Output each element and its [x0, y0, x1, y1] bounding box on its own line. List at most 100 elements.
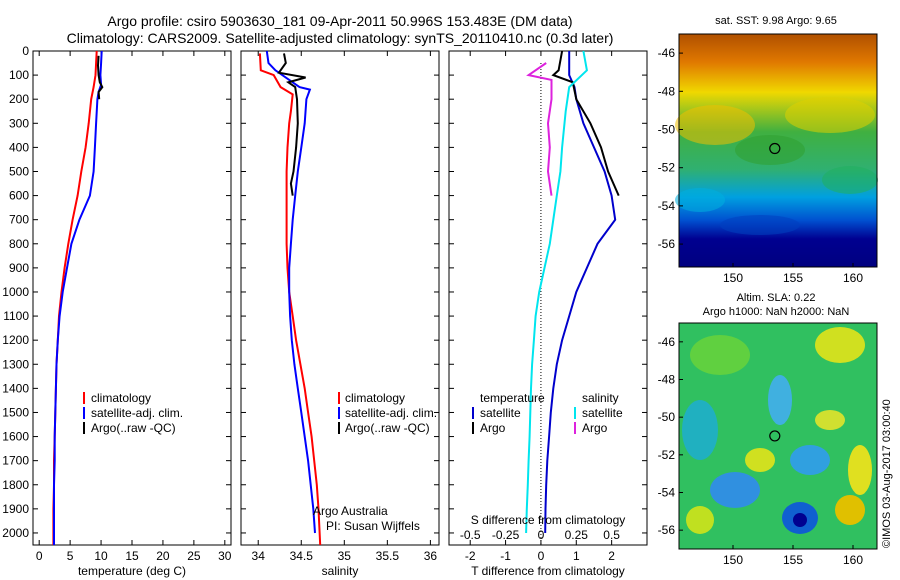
sla-texture-blob — [710, 472, 760, 508]
series-line — [96, 55, 104, 100]
legend-sal-satellite-label: satellite — [582, 406, 623, 420]
sla-map-title-1: Altim. SLA: 0.22 — [737, 292, 816, 304]
y-tick-label: 1100 — [3, 309, 29, 323]
sla-texture-blob — [835, 495, 865, 525]
s-tick-label: 0.25 — [565, 528, 589, 542]
temperature-lines — [52, 50, 104, 545]
institution-label: Argo Australia — [313, 504, 388, 518]
y-tick-label: -48 — [658, 84, 676, 98]
x-tick-label: 0 — [538, 549, 545, 563]
sst-map-y-ticks: -46 -48 -50 -52 -54 -56 — [658, 46, 683, 251]
x-tick-label: 35.5 — [376, 549, 400, 563]
sla-map-title-2: Argo h1000: NaN h2000: NaN — [703, 306, 850, 318]
sst-texture-blob — [720, 215, 800, 235]
y-tick-label: 500 — [9, 164, 29, 178]
y-tick-label: -54 — [658, 199, 676, 213]
series-line — [277, 53, 306, 196]
y-tick-label: 800 — [9, 237, 29, 251]
sst-texture-blob — [785, 97, 875, 133]
y-tick-label: 1300 — [2, 357, 29, 371]
legend-sal-argo-label: Argo — [582, 421, 608, 435]
x-tick-label: 150 — [723, 553, 743, 567]
sst-texture-blob — [822, 166, 878, 194]
sla-texture-blob — [690, 335, 750, 375]
temperature-y-ticks: 0 100 200 300 400 500 600 700 800 900 1000 1100 1200… — [2, 44, 231, 540]
sla-texture-blob — [745, 448, 775, 472]
y-tick-label: 600 — [9, 189, 29, 203]
sla-map-x-ticks: 150 155 160 — [723, 545, 863, 567]
x-tick-label: 0 — [36, 549, 43, 563]
temperature-axes — [32, 50, 232, 546]
series-line — [551, 50, 620, 197]
series-line — [526, 62, 553, 196]
y-tick-label: 1200 — [2, 333, 29, 347]
sst-texture-blob — [675, 105, 755, 145]
sst-map-x-ticks: 150 155 160 — [723, 263, 863, 285]
sst-map-texture — [675, 97, 878, 235]
legend-salinity-title: salinity — [582, 391, 619, 405]
y-tick-label: 700 — [9, 213, 29, 227]
y-tick-label: -46 — [658, 46, 676, 60]
series-line — [525, 50, 588, 534]
y-tick-label: -54 — [658, 486, 676, 500]
s-tick-label: -0.25 — [492, 528, 520, 542]
sla-map-frame — [678, 322, 878, 550]
y-tick-label: 200 — [9, 92, 29, 106]
difference-s-label: S difference from climatology — [471, 513, 626, 527]
legend-satellite-label: satellite-adj. clim. — [345, 406, 437, 420]
y-tick-label: -50 — [658, 122, 676, 136]
difference-panel: -2 -1 0 1 2 -0.5 -0.25 0 0.25 0.5 T difference f… — [448, 50, 648, 578]
sla-map-panel: Altim. SLA: 0.22 Argo h1000: NaN h2000: … — [658, 292, 893, 567]
y-tick-label: -50 — [658, 410, 676, 424]
y-tick-label: 2000 — [2, 526, 29, 540]
sst-map-panel: sat. SST: 9.98 Argo: 9.65 -46 -48 -50 -52 -5… — [658, 15, 878, 285]
pi-label: PI: Susan Wijffels — [326, 519, 420, 533]
x-tick-label: 36 — [424, 549, 438, 563]
x-tick-label: 160 — [843, 553, 863, 567]
difference-xlabel: T difference from climatology — [471, 564, 625, 578]
s-tick-label: 0.5 — [603, 528, 620, 542]
temperature-x-ticks: 0 5 10 15 20 25 30 — [36, 51, 232, 563]
x-tick-label: 1 — [573, 549, 580, 563]
sla-texture-blob — [848, 445, 872, 495]
x-tick-label: 15 — [125, 549, 139, 563]
sla-texture-blob — [790, 445, 830, 475]
sla-texture-blob — [815, 327, 865, 363]
x-tick-label: 20 — [156, 549, 170, 563]
sla-texture-blob — [815, 410, 845, 430]
y-tick-label: -48 — [658, 373, 676, 387]
sla-texture-blob — [793, 513, 807, 527]
salinity-x-ticks: 34 34.5 35 35.5 36 — [252, 51, 438, 563]
salinity-panel: 34 34.5 35 35.5 36 salinity climatology sate… — [240, 50, 440, 578]
y-tick-label: -56 — [658, 523, 676, 537]
salinity-axes — [240, 50, 440, 546]
sla-map-y-ticks: -46 -48 -50 -52 -54 -56 — [658, 335, 683, 537]
x-tick-label: -1 — [500, 549, 511, 563]
x-tick-label: 155 — [783, 553, 803, 567]
y-tick-label: 1700 — [2, 454, 29, 468]
sla-texture-blob — [686, 506, 714, 534]
series-line — [258, 53, 322, 546]
series-line — [265, 50, 316, 534]
y-tick-label: 300 — [9, 116, 29, 130]
legend-argo-label: Argo(..raw -QC) — [345, 421, 430, 435]
sst-texture-blob — [675, 188, 725, 212]
y-tick-label: 1900 — [2, 502, 29, 516]
sla-map-texture — [682, 327, 872, 534]
legend-temp-argo-label: Argo — [480, 421, 506, 435]
y-tick-label: 100 — [9, 68, 29, 82]
x-tick-label: -2 — [465, 549, 476, 563]
x-tick-label: 160 — [843, 271, 863, 285]
legend-argo-label: Argo(..raw -QC) — [91, 421, 176, 435]
temperature-xlabel: temperature (deg C) — [78, 564, 186, 578]
sst-map-title: sat. SST: 9.98 Argo: 9.65 — [715, 15, 837, 27]
y-tick-label: 900 — [9, 261, 29, 275]
legend-climatology-label: climatology — [91, 391, 151, 405]
difference-x-ticks: -2 -1 0 1 2 — [465, 51, 615, 563]
title-line-1: Argo profile: csiro 5903630_181 09-Apr-2… — [107, 13, 572, 29]
y-tick-label: 1400 — [2, 381, 29, 395]
salinity-legend: climatology satellite-adj. clim. Argo(..… — [338, 391, 437, 435]
y-tick-label: -52 — [658, 448, 676, 462]
y-tick-label: 0 — [22, 44, 29, 58]
